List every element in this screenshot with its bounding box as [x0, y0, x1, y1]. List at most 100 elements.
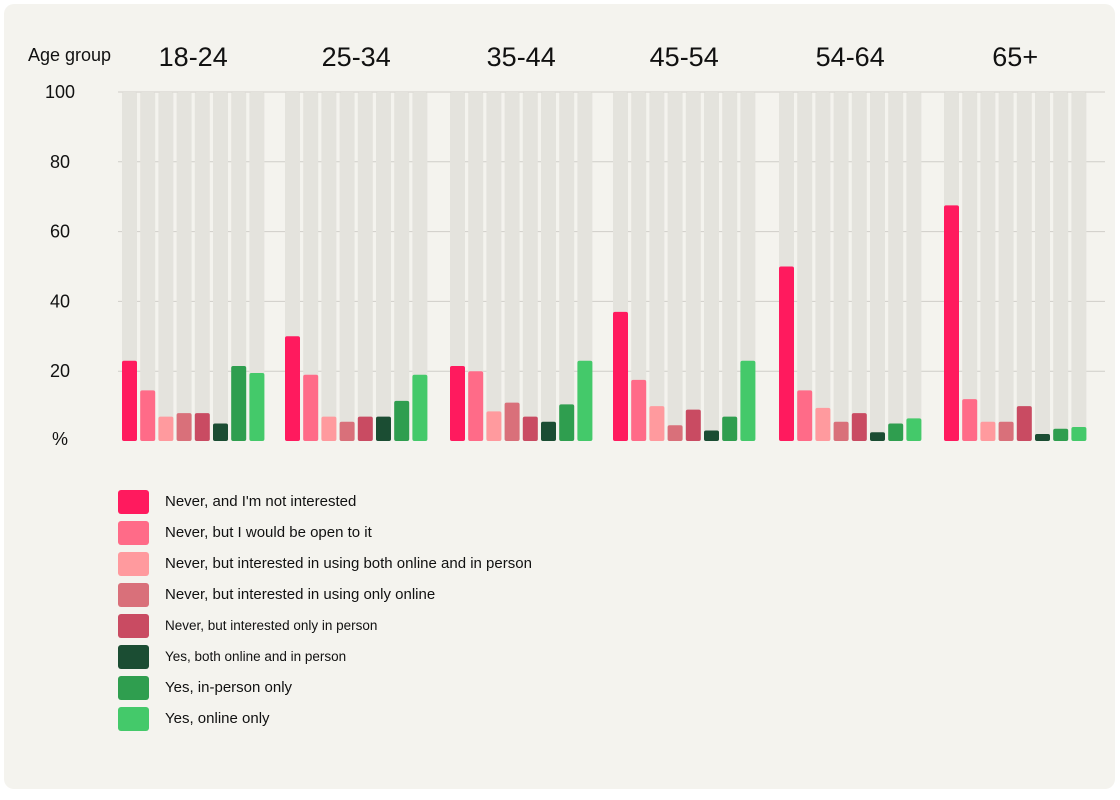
bar-track: [998, 92, 1014, 441]
bar: [613, 311, 628, 441]
bar: [176, 413, 192, 441]
bar: [649, 406, 665, 441]
category-label: 54-64: [816, 42, 885, 72]
bar-track: [797, 92, 813, 441]
bar: [833, 421, 849, 441]
bar-track: [1053, 92, 1069, 441]
legend-swatch: [118, 551, 149, 576]
bar-track: [376, 92, 391, 441]
bar: [667, 425, 683, 441]
bar: [631, 379, 647, 441]
legend-label: Never, and I'm not interested: [165, 493, 357, 510]
legend-swatch: [118, 644, 149, 669]
bar-track: [704, 92, 719, 441]
bar: [357, 416, 373, 441]
bar-track: [980, 92, 996, 441]
y-tick-label: 60: [50, 222, 70, 242]
bar-track: [870, 92, 885, 441]
y-tick-label: 80: [50, 152, 70, 172]
bar-track: [450, 92, 465, 441]
legend: Never, and I'm not interested Never, but …: [118, 486, 532, 734]
legend-item: Yes, both online and in person: [118, 641, 532, 672]
bar-track: [1035, 92, 1050, 441]
legend-item: Never, but interested in using both onli…: [118, 548, 532, 579]
bar: [740, 360, 756, 441]
bar-track: [176, 92, 192, 441]
bar-track: [833, 92, 849, 441]
y-unit-label: %: [52, 429, 68, 449]
bar: [797, 390, 813, 441]
bar: [504, 402, 520, 441]
bar-track: [685, 92, 701, 441]
legend-label: Yes, both online and in person: [165, 649, 347, 664]
bar-track: [140, 92, 156, 441]
bar: [685, 409, 701, 441]
bar: [998, 421, 1014, 441]
legend-label: Never, but I would be open to it: [165, 524, 372, 541]
y-tick-label: 20: [50, 361, 70, 381]
legend-label: Never, but interested only in person: [165, 618, 378, 633]
bar: [1035, 434, 1050, 441]
bar-track: [321, 92, 337, 441]
bar: [450, 365, 465, 441]
legend-swatch: [118, 489, 149, 514]
bar-track: [486, 92, 502, 441]
legend-swatch: [118, 675, 149, 700]
bar-track: [649, 92, 665, 441]
age-group-axis-label: Age group: [28, 45, 111, 65]
bar-track: [303, 92, 319, 441]
bar-track: [851, 92, 867, 441]
bar: [468, 371, 484, 441]
category-label: 35-44: [487, 42, 556, 72]
category-label: 45-54: [650, 42, 719, 72]
legend-label: Never, but interested in using only onli…: [165, 586, 436, 603]
legend-label: Yes, in-person only: [165, 679, 293, 696]
bar: [870, 432, 885, 441]
bar-track: [231, 92, 247, 441]
bar-track: [559, 92, 575, 441]
bar: [231, 365, 247, 441]
legend-label: Never, but interested in using both onli…: [165, 555, 532, 572]
bar-track: [213, 92, 228, 441]
bar: [1071, 427, 1087, 441]
bar: [559, 404, 575, 441]
bar: [303, 374, 319, 441]
bar: [906, 418, 922, 441]
bar: [851, 413, 867, 441]
bar: [704, 430, 719, 441]
bar: [888, 423, 904, 441]
bar: [1053, 428, 1069, 441]
bar: [980, 421, 996, 441]
bar-track: [249, 92, 265, 441]
bar: [394, 400, 410, 441]
legend-item: Never, and I'm not interested: [118, 486, 532, 517]
category-label: 18-24: [159, 42, 228, 72]
bar-track: [357, 92, 373, 441]
legend-item: Never, but interested only in person: [118, 610, 532, 641]
bar-track: [888, 92, 904, 441]
bar: [376, 416, 391, 441]
bar-track: [1016, 92, 1032, 441]
bar: [249, 372, 265, 441]
category-label: 65+: [992, 42, 1038, 72]
bar: [962, 399, 978, 441]
legend-item: Never, but interested in using only onli…: [118, 579, 532, 610]
bar-track: [1071, 92, 1087, 441]
bar-track: [122, 92, 137, 441]
bar-track: [339, 92, 355, 441]
bar: [1016, 406, 1032, 441]
bar-track: [815, 92, 831, 441]
bar: [213, 423, 228, 441]
bar: [140, 390, 156, 441]
legend-label: Yes, online only: [165, 710, 270, 727]
bar-track: [504, 92, 520, 441]
bar: [194, 413, 210, 441]
bar-track: [962, 92, 978, 441]
bar-track: [412, 92, 428, 441]
bar-track: [740, 92, 756, 441]
bar: [486, 411, 502, 441]
bar-track: [906, 92, 922, 441]
legend-swatch: [118, 582, 149, 607]
bar: [722, 416, 738, 441]
